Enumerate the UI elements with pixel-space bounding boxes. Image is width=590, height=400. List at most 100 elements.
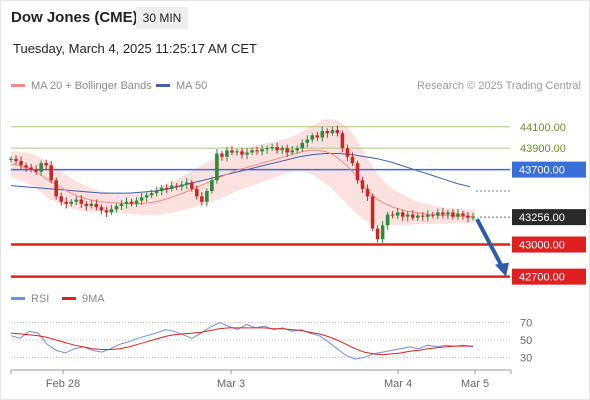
ma20-swatch [11, 83, 25, 87]
candle-body [19, 161, 23, 166]
legend-9ma: 9MA [62, 293, 105, 305]
candle-body [245, 152, 249, 155]
candle-body [9, 158, 13, 160]
candle-body [350, 156, 355, 164]
x-tick-label-mar-3: Mar 3 [217, 378, 245, 390]
candle-body [189, 182, 194, 189]
chart-datetime: Tuesday, March 4, 2025 11:25:17 AM CET [13, 41, 257, 56]
candle-body [441, 212, 445, 215]
candle-body [99, 207, 104, 211]
candle-body [456, 213, 460, 217]
candle-body [109, 209, 114, 213]
x-tick-label-feb-28: Feb 28 [46, 378, 80, 390]
candle-body [385, 214, 390, 226]
rsi-line [10, 322, 474, 360]
candle-body [280, 148, 284, 151]
candle-body [94, 203, 99, 208]
candle-body [14, 158, 18, 162]
x-tick-label-mar-5: Mar 5 [461, 378, 489, 390]
candle-body [325, 131, 330, 134]
candle-body [215, 153, 219, 181]
instrument-title: Dow Jones (CME) [11, 9, 138, 26]
candle-body [360, 180, 365, 189]
candle-body [250, 150, 254, 153]
candle-body [74, 199, 79, 202]
candle-body [205, 191, 209, 202]
candle-body [431, 214, 435, 216]
level-label-43900.00: 43900.00 [520, 143, 566, 155]
level-label-43256.00: 43256.00 [519, 212, 565, 224]
candle-body [365, 188, 370, 197]
candle-body [330, 129, 335, 134]
candle-body [390, 214, 395, 216]
candle-body [320, 131, 325, 138]
legend-ma50: MA 50 [156, 80, 207, 92]
candle-body [265, 148, 269, 150]
candle-body [380, 225, 385, 240]
level-tag-43256.00 [512, 209, 586, 226]
candle-body [225, 150, 229, 157]
candle-body [24, 165, 28, 168]
candle-body [220, 153, 224, 157]
candle-body [159, 187, 164, 191]
level-label-43700.00: 43700.00 [519, 165, 565, 177]
candle-body [410, 214, 415, 218]
ma50-line [10, 153, 471, 194]
candle-body [270, 147, 274, 149]
chart-header: Dow Jones (CME) 30 MIN [0, 0, 590, 36]
candle-body [471, 217, 475, 219]
rsi-level-label-50: 50 [520, 335, 532, 347]
legend-ma20: MA 20 + Bollinger Bands [11, 80, 152, 92]
candle-body [124, 201, 129, 204]
candle-body [134, 200, 139, 204]
candle-body [235, 151, 239, 153]
candle-body [179, 184, 184, 187]
candle-body [395, 212, 400, 216]
rsi-swatch [11, 296, 25, 300]
copyright-text: Research © 2025 Trading Central [416, 80, 581, 92]
candle-body [139, 197, 144, 201]
candle-body [446, 212, 450, 215]
candle-body [275, 147, 279, 151]
bollinger-band [11, 119, 475, 226]
level-tag-42700.00 [512, 268, 586, 285]
legend-rsi: RSI [11, 293, 49, 305]
candle-body [345, 148, 350, 157]
candle-body [154, 191, 159, 194]
candle-body [119, 203, 124, 206]
legend-ma50-label: MA 50 [176, 80, 208, 92]
candle-body [200, 196, 204, 202]
candle-body [340, 133, 345, 149]
candle-body [285, 148, 289, 153]
candle-body [400, 212, 405, 217]
candle-body [295, 148, 300, 151]
candle-body [355, 163, 360, 181]
candle-body [300, 142, 305, 149]
rsi-level-label-70: 70 [520, 318, 532, 330]
candle-body [426, 214, 430, 217]
candle-body [104, 210, 109, 213]
candle-body [79, 199, 84, 204]
candle-body [164, 187, 169, 189]
level-tag-43700.00 [512, 161, 586, 178]
candle-body [29, 167, 33, 170]
rsi-ma9-line [10, 327, 473, 356]
level-tag-43000.00 [512, 236, 586, 253]
timeframe-badge[interactable]: 30 MIN [136, 7, 188, 29]
candle-body [461, 213, 465, 216]
forecast-arrow-shaft [475, 218, 505, 270]
level-label-43000.00: 43000.00 [519, 240, 565, 252]
candle-body [240, 151, 244, 155]
candle-body [89, 203, 94, 206]
candle-body [49, 165, 53, 181]
level-label-44100.00: 44100.00 [520, 122, 566, 134]
candle-body [84, 203, 89, 206]
candle-body [420, 215, 425, 217]
rsi-level-label-30: 30 [520, 352, 532, 364]
candle-body [305, 139, 310, 143]
legend-rsi-label: RSI [31, 293, 50, 305]
forecast-arrow-head [495, 262, 509, 277]
candle-body [54, 180, 58, 197]
ma9-swatch [62, 296, 76, 300]
candle-body [144, 195, 149, 198]
